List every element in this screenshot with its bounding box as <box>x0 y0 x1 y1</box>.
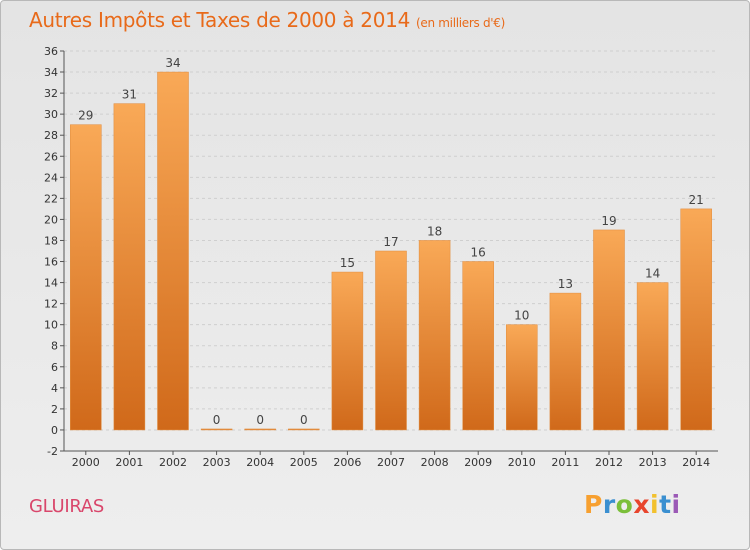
data-label: 31 <box>122 88 137 102</box>
x-tick-label: 2009 <box>464 456 492 469</box>
bar-2001 <box>113 103 146 431</box>
x-tick-label: 2011 <box>551 456 579 469</box>
chart-title-text: Autres Impôts et Taxes de 2000 à 2014 <box>29 8 410 32</box>
bar-2012 <box>593 229 625 431</box>
logo-letter: P <box>584 490 603 519</box>
y-tick-label: 8 <box>51 340 58 353</box>
y-tick-label: 30 <box>44 108 58 121</box>
y-tick-label: 10 <box>44 319 58 332</box>
x-tick-label: 2002 <box>159 456 187 469</box>
y-tick-label: 0 <box>51 424 58 437</box>
y-tick-label: 4 <box>51 382 58 395</box>
logo-letter: x <box>633 490 650 519</box>
y-tick-label: 20 <box>44 213 58 226</box>
y-tick-label: 36 <box>44 45 58 58</box>
y-tick-label: 14 <box>44 277 58 290</box>
x-tick-label: 2004 <box>246 456 274 469</box>
y-tick-label: 26 <box>44 150 58 163</box>
y-tick-label: -2 <box>47 445 58 458</box>
x-tick-label: 2012 <box>595 456 623 469</box>
y-tick-label: 34 <box>44 66 58 79</box>
logo-letter: i <box>671 490 681 519</box>
bars <box>70 71 712 431</box>
y-tick-label: 12 <box>44 298 58 311</box>
commune-name: GLUIRAS <box>29 496 104 517</box>
y-tick-label: 28 <box>44 129 58 142</box>
data-label: 0 <box>256 413 264 427</box>
y-tick-label: 32 <box>44 87 58 100</box>
x-tick-label: 2003 <box>203 456 231 469</box>
data-label: 15 <box>340 256 355 270</box>
x-tick-label: 2007 <box>377 456 405 469</box>
data-label: 0 <box>213 413 221 427</box>
data-labels: 29 31 34 0 0 0 15 17 18 16 10 13 19 14 21 <box>78 56 704 427</box>
logo-letter: t <box>659 490 672 519</box>
y-tick-label: 16 <box>44 256 58 269</box>
bar-2008 <box>418 240 451 431</box>
y-tick-label: 2 <box>51 403 58 416</box>
bar-2000 <box>70 124 102 431</box>
bar-2003 <box>200 428 233 431</box>
x-tick-label: 2001 <box>115 456 143 469</box>
y-tick-label: 6 <box>51 361 58 374</box>
data-label: 19 <box>601 214 616 228</box>
x-tick-label: 2014 <box>682 456 710 469</box>
data-label: 17 <box>383 235 398 249</box>
data-label: 13 <box>558 277 573 291</box>
bar-2004 <box>244 428 276 431</box>
x-tick-label: 2010 <box>508 456 536 469</box>
chart-title: Autres Impôts et Taxes de 2000 à 2014 (en… <box>29 8 505 32</box>
data-label: 34 <box>165 56 180 70</box>
bar-2013 <box>636 282 669 431</box>
data-label: 18 <box>427 224 442 238</box>
bar-2014 <box>680 208 712 431</box>
bar-2006 <box>331 271 364 431</box>
x-tick-label: 2013 <box>639 456 667 469</box>
bar-2009 <box>462 261 494 431</box>
logo-letter: o <box>615 490 634 519</box>
bar-2005 <box>288 428 320 431</box>
x-tick-label: 2005 <box>290 456 318 469</box>
y-tick-label: 24 <box>44 171 58 184</box>
data-label: 16 <box>471 246 486 260</box>
bar-2010 <box>506 324 538 431</box>
data-label: 21 <box>689 193 704 207</box>
logo-letter: i <box>650 490 660 519</box>
data-label: 0 <box>300 413 308 427</box>
x-tick-label: 2000 <box>72 456 100 469</box>
chart-subtitle: (en milliers d'€) <box>416 16 506 30</box>
y-tick-label: 22 <box>44 192 58 205</box>
proxiti-logo[interactable]: Proxiti <box>584 490 681 519</box>
bar-2011 <box>549 292 582 431</box>
data-label: 29 <box>78 109 93 123</box>
data-label: 14 <box>645 267 660 281</box>
y-tick-label: 18 <box>44 234 58 247</box>
bar-2007 <box>375 250 407 431</box>
bar-2002 <box>157 71 189 431</box>
x-tick-label: 2008 <box>421 456 449 469</box>
x-tick-label: 2006 <box>333 456 361 469</box>
logo-letter: r <box>602 490 616 519</box>
data-label: 10 <box>514 309 529 323</box>
